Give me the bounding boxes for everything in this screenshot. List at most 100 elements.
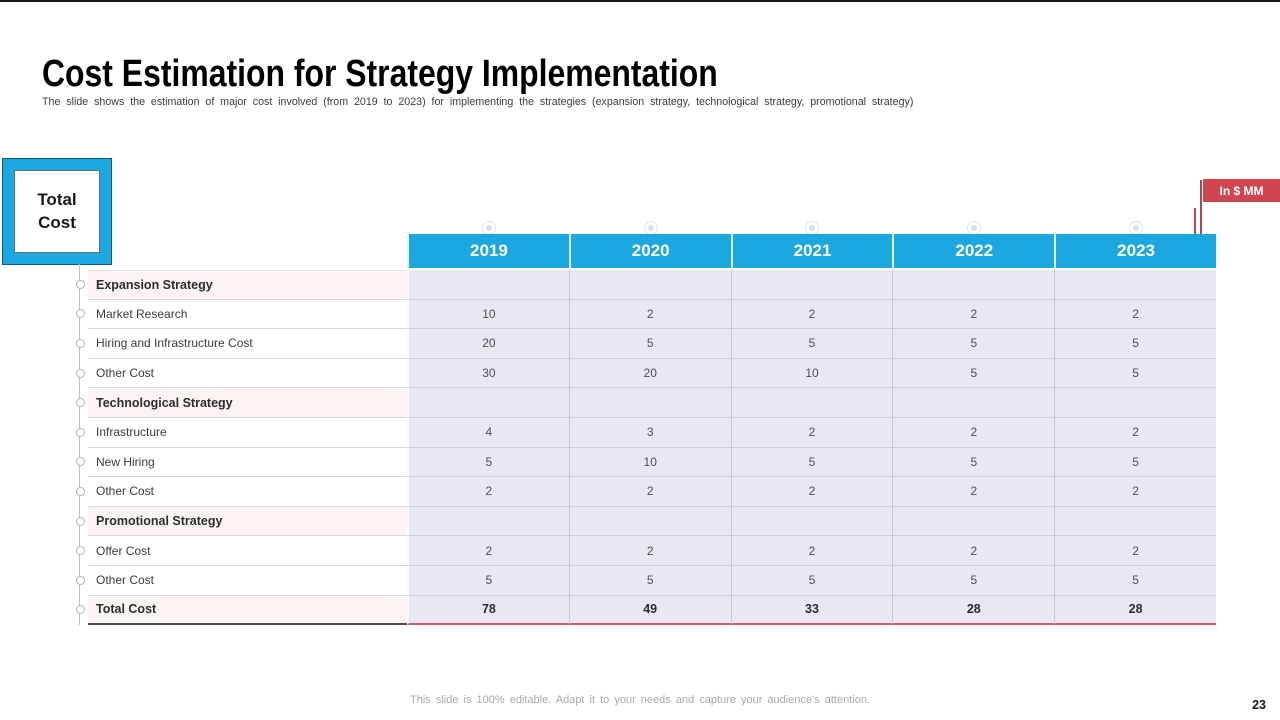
slide-subtitle: The slide shows the estimation of major … — [42, 96, 914, 108]
cost-table-body: Expansion Strategy Market Research 10 2 2 2 2 H… — [76, 270, 1216, 626]
timeline-node-icon — [482, 222, 495, 234]
cost-value-cell — [407, 506, 569, 537]
year-column-header: 2022 — [892, 222, 1055, 270]
year-label: 2020 — [631, 241, 670, 260]
year-label: 2019 — [469, 241, 508, 260]
year-label: 2021 — [793, 241, 832, 260]
year-header-row: 2019 2020 2021 2022 2023 — [88, 222, 1216, 270]
cost-value-cell: 28 — [892, 595, 1055, 626]
timeline-node-icon — [644, 222, 657, 234]
cost-value-cell — [407, 270, 569, 300]
cost-value-cell — [568, 388, 731, 418]
cost-value-cell: 49 — [568, 595, 731, 626]
cost-value-cell: 2 — [407, 536, 569, 566]
table-row: Offer Cost 2 2 2 2 2 — [76, 536, 1216, 566]
cost-value-cell — [1054, 270, 1216, 300]
cost-value-cell: 5 — [892, 358, 1055, 389]
cost-value-cell: 2 — [1054, 299, 1216, 330]
cost-value-cell: 5 — [730, 565, 893, 596]
cost-value-cell: 5 — [1054, 565, 1216, 596]
cost-value-cell: 2 — [730, 477, 893, 507]
year-column-header: 2023 — [1054, 222, 1216, 270]
cost-value-cell: 5 — [1054, 329, 1216, 359]
cost-value-cell: 5 — [568, 565, 731, 596]
row-label: Infrastructure — [76, 417, 407, 448]
cost-value-cell — [1054, 388, 1216, 418]
row-node-icon — [76, 575, 85, 585]
row-node-icon — [76, 457, 85, 467]
table-row: Infrastructure 4 3 2 2 2 — [76, 417, 1216, 448]
cost-value-cell: 5 — [407, 447, 569, 478]
cost-value-cell: 10 — [407, 299, 569, 330]
row-label: Other Cost — [76, 565, 407, 596]
row-label: Technological Strategy — [76, 388, 407, 418]
cost-value-cell: 30 — [407, 358, 569, 389]
year-column-header: 2019 — [407, 222, 569, 270]
cost-value-cell: 5 — [892, 329, 1055, 359]
cost-value-cell: 2 — [568, 299, 731, 330]
total-cost-callout: Total Cost — [2, 158, 112, 265]
table-corner-cell — [88, 234, 407, 270]
cost-value-cell: 2 — [892, 417, 1055, 448]
total-cost-callout-label: Total Cost — [14, 170, 100, 253]
cost-value-cell: 5 — [407, 565, 569, 596]
timeline-connector-line — [79, 264, 80, 625]
cost-value-cell — [730, 270, 893, 300]
cost-value-cell: 78 — [407, 595, 569, 626]
year-label: 2023 — [1117, 241, 1155, 260]
year-column-header: 2020 — [568, 222, 731, 270]
row-label: Total Cost — [76, 595, 407, 626]
cost-value-cell — [1054, 506, 1216, 537]
cost-value-cell: 5 — [1054, 358, 1216, 389]
cost-value-cell: 10 — [568, 447, 731, 478]
cost-value-cell — [407, 388, 569, 418]
row-node-icon — [76, 427, 85, 437]
row-label: Offer Cost — [76, 536, 407, 566]
table-row: Hiring and Infrastructure Cost 20 5 5 5 5 — [76, 329, 1216, 359]
cost-value-cell — [730, 388, 893, 418]
row-node-icon — [76, 546, 85, 556]
year-label: 2022 — [955, 241, 994, 260]
unit-badge: In $ MM — [1203, 179, 1280, 202]
cost-value-cell: 5 — [730, 329, 893, 359]
cost-value-cell: 10 — [730, 358, 893, 389]
row-node-icon — [76, 280, 85, 290]
row-node-icon — [76, 338, 85, 348]
cost-value-cell: 2 — [1054, 417, 1216, 448]
slide-title: Cost Estimation for Strategy Implementat… — [42, 53, 718, 96]
row-node-icon — [76, 486, 85, 496]
table-row: Market Research 10 2 2 2 2 — [76, 299, 1216, 330]
table-row: Technological Strategy — [76, 388, 1216, 418]
cost-value-cell: 3 — [568, 417, 731, 448]
flag-pole-line-icon — [1200, 180, 1202, 287]
table-row: Other Cost 30 20 10 5 5 — [76, 358, 1216, 389]
timeline-node-icon — [1130, 222, 1143, 234]
row-label: Other Cost — [76, 477, 407, 507]
cost-table: 2019 2020 2021 2022 2023 Expansion Strategy M… — [76, 222, 1216, 626]
row-label: Other Cost — [76, 358, 407, 389]
cost-value-cell: 4 — [407, 417, 569, 448]
cost-value-cell: 5 — [1054, 447, 1216, 478]
cost-value-cell: 2 — [892, 477, 1055, 507]
cost-value-cell: 2 — [568, 536, 731, 566]
footer-note: This slide is 100% editable. Adapt it to… — [410, 694, 870, 706]
cost-value-cell — [892, 506, 1055, 537]
cost-value-cell — [892, 388, 1055, 418]
row-node-icon — [76, 398, 85, 408]
cost-value-cell: 2 — [568, 477, 731, 507]
row-node-icon — [76, 604, 85, 614]
table-row: Other Cost 5 5 5 5 5 — [76, 565, 1216, 596]
cost-value-cell — [568, 270, 731, 300]
row-label: Hiring and Infrastructure Cost — [76, 329, 407, 359]
row-node-icon — [76, 516, 85, 526]
top-border-rule — [0, 0, 1280, 2]
cost-value-cell: 2 — [892, 299, 1055, 330]
cost-value-cell: 20 — [568, 358, 731, 389]
cost-value-cell: 2 — [1054, 536, 1216, 566]
row-node-icon — [76, 368, 85, 378]
row-label: Expansion Strategy — [76, 270, 407, 300]
row-label: Promotional Strategy — [76, 506, 407, 537]
row-label: New Hiring — [76, 447, 407, 478]
year-column-header: 2021 — [730, 222, 893, 270]
cost-value-cell — [730, 506, 893, 537]
